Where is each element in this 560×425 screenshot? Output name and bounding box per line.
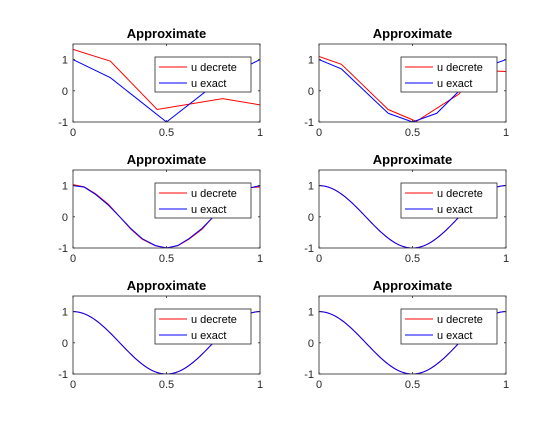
x-tick-label: 0: [70, 379, 76, 391]
y-tick-label: 1: [62, 55, 68, 67]
legend-entry-label: u exact: [191, 330, 226, 342]
y-tick-label: 0: [308, 86, 314, 98]
legend-entry-label: u exact: [437, 204, 472, 216]
legend-entry-label: u exact: [191, 204, 226, 216]
x-tick-label: 1: [257, 253, 263, 265]
x-tick-label: 0: [70, 127, 76, 139]
x-tick-label: 0.5: [159, 127, 174, 139]
chart-title: Approximate: [373, 26, 452, 41]
x-tick-label: 0.5: [405, 379, 420, 391]
chart-title: Approximate: [373, 278, 452, 293]
y-tick-label: 1: [62, 181, 68, 193]
y-tick-label: -1: [58, 243, 68, 255]
legend-box: [400, 182, 498, 219]
y-tick-label: -1: [58, 117, 68, 129]
legend-entry-label: u decrete: [191, 62, 237, 74]
x-tick-label: 1: [503, 379, 509, 391]
y-tick-label: 0: [308, 212, 314, 224]
y-tick-label: 0: [62, 212, 68, 224]
legend-entry-label: u exact: [437, 330, 472, 342]
x-tick-label: 0.5: [159, 379, 174, 391]
x-tick-label: 0: [316, 379, 322, 391]
legend-entry-label: u exact: [191, 78, 226, 90]
chart-title: Approximate: [127, 152, 206, 167]
legend: u decrete u exact: [154, 182, 252, 219]
y-tick-label: 1: [308, 307, 314, 319]
legend-entry-label: u decrete: [437, 62, 483, 74]
x-tick-label: 1: [503, 127, 509, 139]
x-tick-label: 0.5: [405, 127, 420, 139]
legend-box: [400, 56, 498, 93]
y-tick-label: 1: [308, 55, 314, 67]
legend-entry-label: u decrete: [191, 314, 237, 326]
series-line-u-decrete: [73, 48, 260, 111]
y-tick-label: -1: [304, 243, 314, 255]
y-tick-label: 0: [62, 86, 68, 98]
x-tick-label: 0.5: [159, 253, 174, 265]
y-tick-label: -1: [304, 117, 314, 129]
y-tick-label: 1: [62, 307, 68, 319]
legend-box: [154, 56, 252, 93]
y-tick-label: 0: [62, 338, 68, 350]
x-tick-label: 0: [316, 127, 322, 139]
chart-title: Approximate: [127, 26, 206, 41]
legend-box: [154, 182, 252, 219]
legend: u decrete u exact: [400, 308, 498, 345]
legend: u decrete u exact: [154, 308, 252, 345]
y-tick-label: -1: [58, 369, 68, 381]
chart-title: Approximate: [127, 278, 206, 293]
y-tick-label: 1: [308, 181, 314, 193]
y-tick-label: 0: [308, 338, 314, 350]
legend-entry-label: u decrete: [191, 188, 237, 200]
legend: u decrete u exact: [400, 182, 498, 219]
chart-title: Approximate: [373, 152, 452, 167]
legend-box: [400, 308, 498, 345]
y-tick-label: -1: [304, 369, 314, 381]
x-tick-label: 0: [316, 253, 322, 265]
legend-entry-label: u exact: [437, 78, 472, 90]
x-tick-label: 1: [257, 127, 263, 139]
legend: u decrete u exact: [154, 56, 252, 93]
x-tick-label: 1: [503, 253, 509, 265]
legend-box: [154, 308, 252, 345]
x-tick-label: 0.5: [405, 253, 420, 265]
x-tick-label: 0: [70, 253, 76, 265]
legend-entry-label: u decrete: [437, 314, 483, 326]
x-tick-label: 1: [257, 379, 263, 391]
legend: u decrete u exact: [400, 56, 498, 93]
legend-entry-label: u decrete: [437, 188, 483, 200]
